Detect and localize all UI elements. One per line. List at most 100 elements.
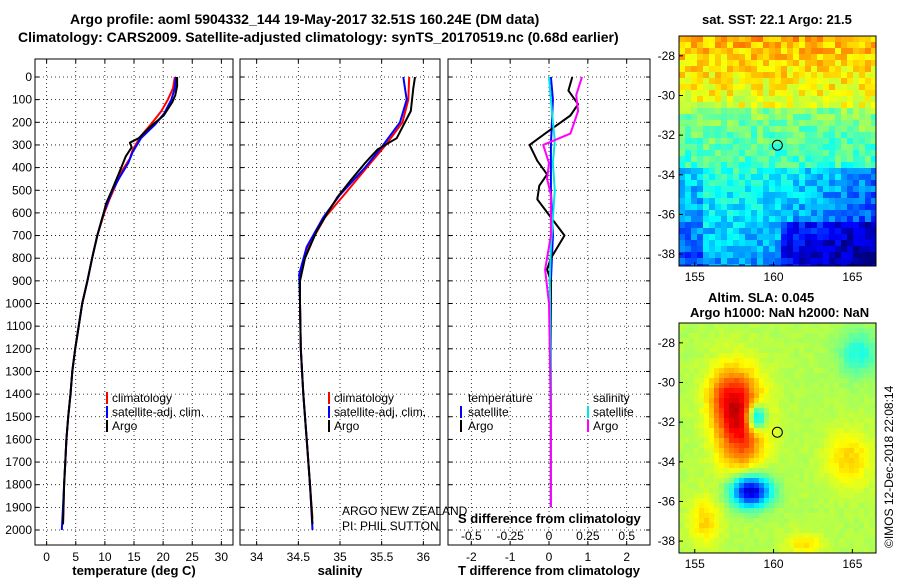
map-cell	[709, 373, 715, 379]
map-cell	[784, 333, 790, 339]
map-cell	[733, 216, 740, 223]
map-cell	[719, 373, 725, 379]
map-cell	[759, 468, 765, 474]
map-cell	[729, 328, 735, 334]
map-cell	[809, 453, 815, 459]
map-cell	[814, 493, 820, 499]
map-cell	[745, 180, 752, 187]
y-tick-label: 300	[12, 138, 32, 152]
map-cell	[844, 538, 850, 544]
map-cell	[734, 468, 740, 474]
map-cell	[874, 388, 876, 394]
map-cell	[829, 368, 835, 374]
map-cell	[729, 433, 735, 439]
map-cell	[869, 343, 875, 349]
map-cell	[809, 478, 815, 484]
map-cell	[733, 246, 740, 253]
map-cell	[744, 498, 750, 504]
map-cell	[684, 348, 690, 354]
map-cell	[679, 204, 686, 211]
map-cell	[684, 443, 690, 449]
map-cell	[871, 258, 876, 265]
map-cell	[859, 493, 865, 499]
map-cell	[685, 264, 692, 266]
map-cell	[775, 204, 782, 211]
map-cell	[679, 192, 686, 199]
map-cell	[871, 72, 876, 79]
map-cell	[834, 383, 840, 389]
map-cell	[715, 102, 722, 109]
map-cell	[709, 423, 715, 429]
map-cell	[829, 348, 835, 354]
map-cell	[769, 468, 775, 474]
map-cell	[699, 403, 705, 409]
map-cell	[739, 144, 746, 151]
map-cell	[824, 528, 830, 534]
map-cell	[781, 216, 788, 223]
map-cell	[714, 408, 720, 414]
map-cell	[679, 393, 685, 399]
map-cell	[774, 433, 780, 439]
map-cell	[679, 438, 685, 444]
map-cell	[769, 368, 775, 374]
map-cell	[745, 132, 752, 139]
map-cell	[824, 443, 830, 449]
map-cell	[805, 216, 812, 223]
map-cell	[853, 114, 860, 121]
map-cell	[757, 96, 764, 103]
map-cell	[744, 438, 750, 444]
map-cell	[749, 458, 755, 464]
map-cell	[819, 458, 825, 464]
map-cell	[727, 168, 734, 175]
map-cell	[727, 216, 734, 223]
map-cell	[704, 348, 710, 354]
map-cell	[814, 343, 820, 349]
map-cell	[704, 393, 710, 399]
map-cell	[754, 348, 760, 354]
map-cell	[844, 468, 850, 474]
map-cell	[757, 216, 764, 223]
map-cell	[869, 333, 875, 339]
map-cell	[814, 338, 820, 344]
map-cell	[757, 102, 764, 109]
map-cell	[721, 78, 728, 85]
map-cell	[834, 503, 840, 509]
map-cell	[854, 488, 860, 494]
map-cell	[684, 548, 690, 553]
map-cell	[754, 453, 760, 459]
map-cell	[784, 518, 790, 524]
map-cell	[749, 383, 755, 389]
map-cell	[811, 90, 818, 97]
map-cell	[793, 84, 800, 91]
map-cell	[709, 102, 716, 109]
map-cell	[874, 433, 876, 439]
map-cell	[729, 528, 735, 534]
map-cell	[874, 498, 876, 504]
map-cell	[734, 483, 740, 489]
map-cell	[727, 54, 734, 61]
map-cell	[793, 192, 800, 199]
map-cell	[764, 373, 770, 379]
map-cell	[847, 210, 854, 217]
map-cell	[814, 373, 820, 379]
map-cell	[847, 36, 854, 43]
map-cell	[779, 443, 785, 449]
map-cell	[703, 132, 710, 139]
map-cell	[844, 453, 850, 459]
map-cell	[871, 48, 876, 55]
map-cell	[853, 78, 860, 85]
map-cell	[685, 66, 692, 73]
map-cell	[809, 503, 815, 509]
map-cell	[769, 518, 775, 524]
map-cell	[829, 328, 835, 334]
map-cell	[789, 433, 795, 439]
map-cell	[789, 378, 795, 384]
map-cell	[704, 428, 710, 434]
legend-label-argo: Argo	[334, 419, 360, 433]
map-cell	[794, 393, 800, 399]
map-cell	[769, 72, 776, 79]
map-cell	[769, 186, 776, 193]
map-cell	[694, 328, 700, 334]
map-cell	[869, 393, 875, 399]
map-cell	[811, 240, 818, 247]
